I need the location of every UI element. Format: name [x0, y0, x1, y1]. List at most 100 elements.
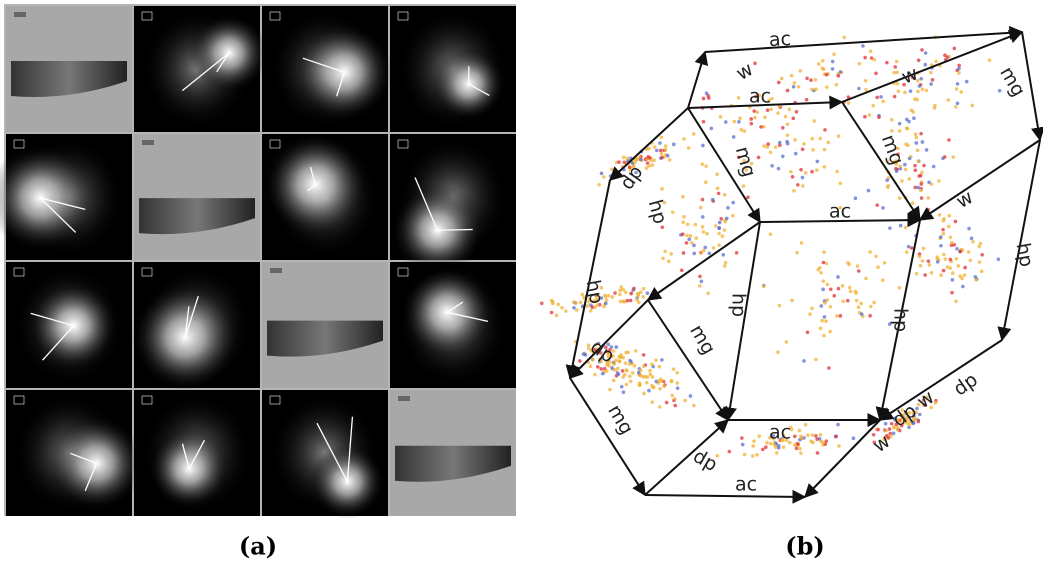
edge-label: hp: [644, 197, 671, 226]
edge-label: w: [898, 62, 921, 88]
edge-label: ac: [768, 28, 791, 51]
cell-tag: [398, 396, 410, 401]
scatter-dot: [704, 91, 709, 95]
scatter-dot: [868, 313, 872, 318]
scatter-dot: [903, 167, 908, 172]
scatter-dot: [659, 151, 664, 156]
scatter-dot: [619, 384, 624, 389]
scatter-dot: [961, 284, 965, 289]
scatter-dot: [915, 78, 920, 83]
histogram-bar: [139, 198, 255, 235]
scatter-dot: [958, 274, 962, 279]
scatter-dot: [834, 82, 839, 87]
scatter-dot: [670, 210, 675, 215]
scatter-dot: [621, 287, 625, 292]
scatter-dot: [654, 358, 658, 362]
grid-cell: [6, 6, 132, 132]
edge-label: mg: [995, 63, 1029, 100]
scatter-dot: [753, 115, 757, 120]
scatter-dot: [908, 89, 913, 93]
scatter-dot: [885, 60, 889, 65]
cell-tag: [13, 267, 25, 277]
scatter-dot: [820, 318, 824, 323]
path-line: [70, 452, 98, 492]
edge-label: hp: [582, 278, 608, 306]
scatter-dot: [723, 219, 728, 224]
scatter-dot: [625, 156, 630, 161]
scatter-dot: [800, 175, 805, 180]
scatter-dot: [815, 437, 819, 441]
scatter-dot: [945, 55, 950, 59]
scatter-dot: [610, 167, 614, 172]
scatter-dot: [752, 109, 756, 113]
scatter-dot: [948, 235, 953, 240]
scatter-dot: [912, 413, 916, 418]
scatter-dot: [941, 268, 946, 273]
scatter-dot: [736, 155, 741, 160]
scatter-dot: [907, 156, 912, 161]
scatter-dot: [875, 95, 879, 100]
scatter-dot: [588, 308, 593, 313]
scatter-dot: [630, 161, 635, 165]
scatter-dot: [822, 315, 827, 319]
scatter-dot: [661, 256, 665, 261]
scatter-dot: [947, 138, 951, 142]
edge-arrow: [1021, 31, 1043, 142]
scatter-dot: [896, 89, 901, 94]
scatter-dot: [611, 378, 616, 383]
edge-arrow: [723, 221, 761, 422]
scatter-dot: [594, 342, 598, 347]
scatter-dot: [957, 66, 961, 71]
edge-arrow: [804, 419, 881, 499]
scatter-dot: [701, 143, 705, 148]
edge-arrow: [875, 219, 921, 422]
scatter-dot: [787, 107, 792, 112]
scatter-dot: [713, 224, 718, 228]
scatter-dot: [937, 213, 942, 217]
scatter-dot: [663, 249, 667, 254]
histogram-bar: [267, 320, 383, 357]
path-line: [181, 52, 230, 92]
scatter-dot: [700, 197, 705, 202]
scatter-dot: [621, 155, 626, 160]
scatter-dot: [787, 440, 792, 445]
scatter-dot: [610, 366, 614, 370]
scatter-dot: [629, 291, 633, 296]
scatter-dot: [693, 222, 698, 227]
scatter-dot: [634, 170, 638, 175]
scatter-dot: [572, 305, 576, 310]
scatter-dot: [827, 366, 831, 370]
scatter-dot: [810, 87, 814, 92]
scatter-dot: [962, 273, 967, 277]
scatter-dot: [969, 236, 974, 241]
scatter-dot: [919, 196, 924, 200]
scatter-dot: [604, 345, 608, 350]
scatter-dot: [749, 161, 754, 166]
scatter-dot: [613, 169, 617, 173]
scatter-dot: [846, 101, 851, 105]
scatter-dot: [916, 159, 921, 164]
scatter-dot: [933, 401, 938, 405]
scatter-dot: [864, 276, 868, 281]
scatter-dot: [782, 433, 786, 438]
scatter-dot: [591, 357, 595, 362]
scatter-dot: [690, 241, 694, 245]
scatter-dot: [894, 169, 899, 174]
scatter-dot: [900, 408, 904, 412]
scatter-dot: [957, 63, 961, 68]
density-peak: [0, 144, 94, 252]
scatter-dot: [838, 181, 843, 186]
scatter-dot: [819, 270, 823, 275]
scatter-dot: [616, 372, 621, 377]
scatter-dot: [907, 119, 911, 124]
scatter-dot: [896, 152, 900, 157]
scatter-dot: [618, 292, 622, 297]
scatter-dot: [627, 165, 632, 170]
scatter-dot: [742, 452, 747, 457]
scatter-dot: [762, 144, 767, 148]
scatter-dot: [715, 453, 720, 458]
scatter-dot: [754, 94, 758, 99]
scatter-dot: [838, 205, 843, 210]
scatter-dot: [701, 248, 706, 253]
edge-label: mg: [731, 144, 760, 179]
